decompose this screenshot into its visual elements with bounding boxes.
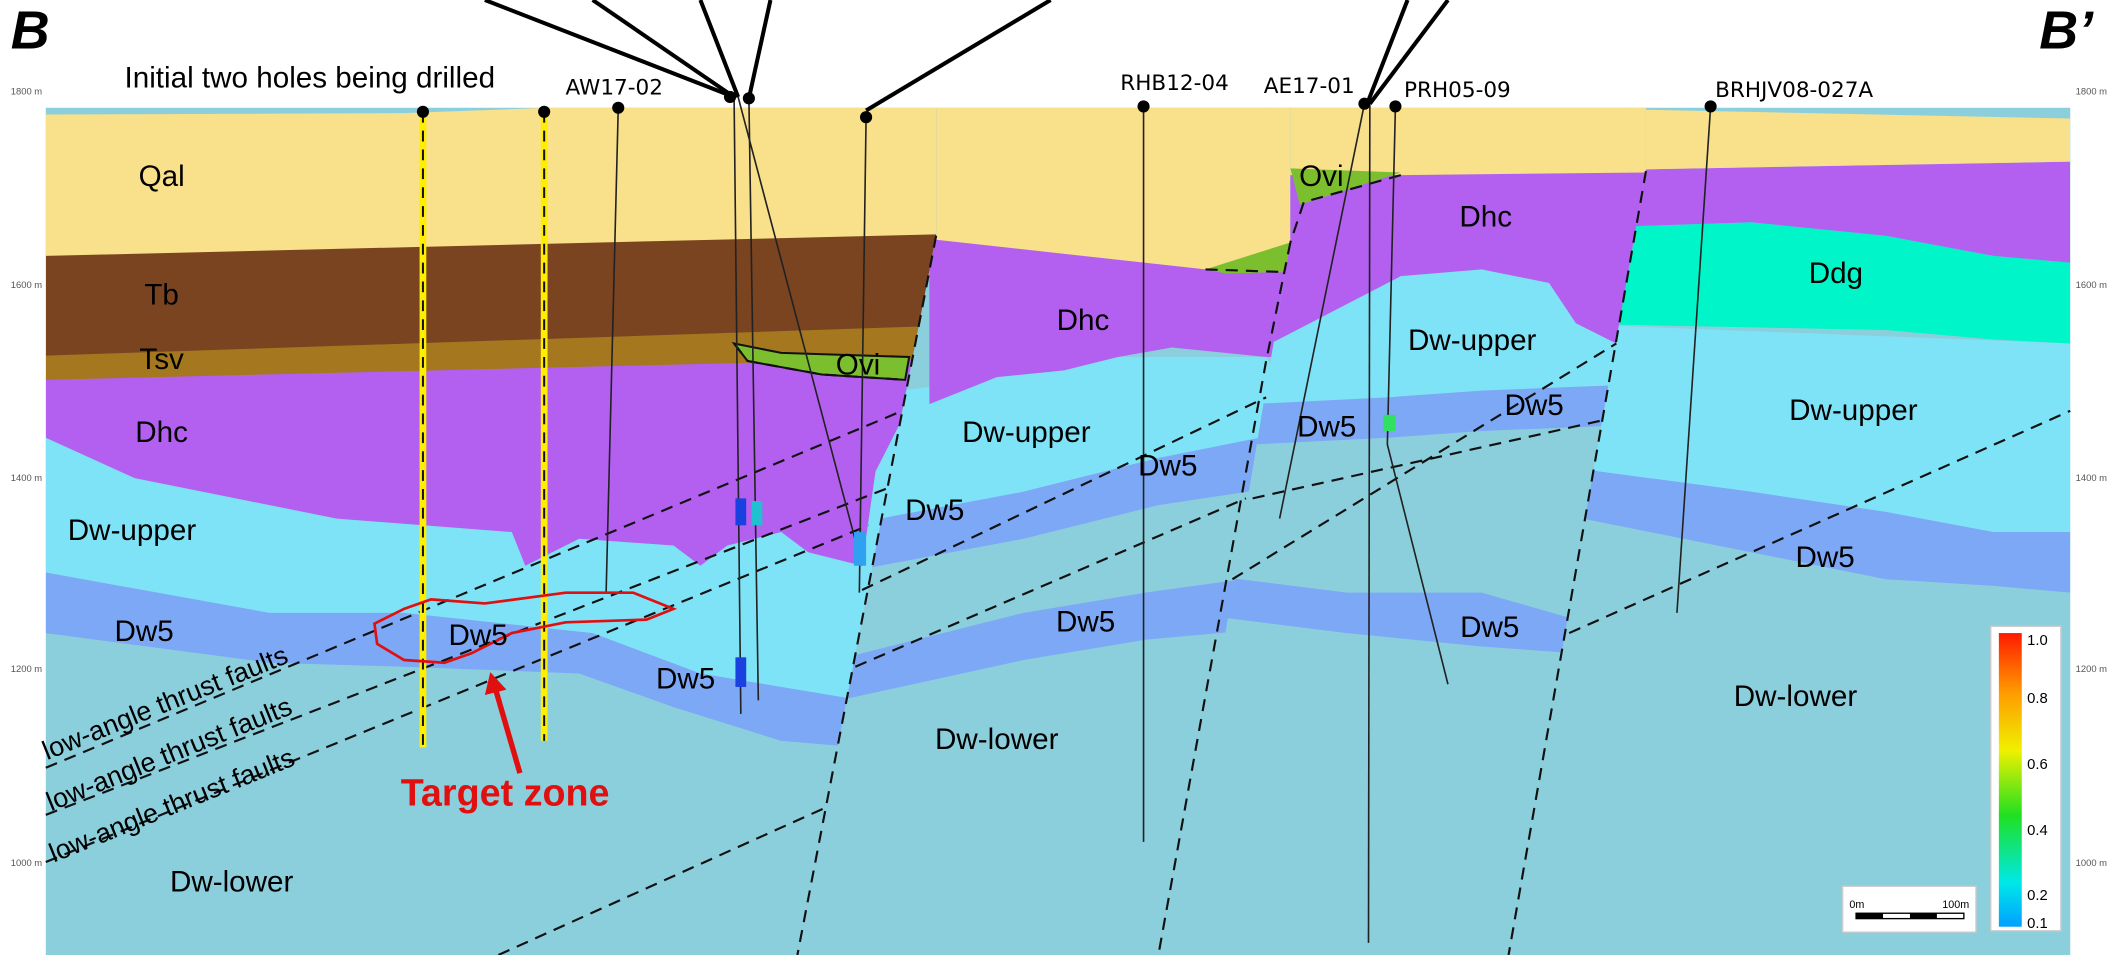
colorbar-label: 0.1 — [2027, 916, 2048, 932]
section-label: B’ — [2039, 0, 2094, 60]
unit-label: Ovi — [836, 348, 880, 381]
unit-label: Dw5 — [1460, 611, 1519, 644]
elevation-label: 1800 m — [11, 85, 43, 96]
unit-label: Tb — [144, 278, 179, 311]
unit-label: Dw-upper — [1408, 324, 1537, 357]
colorbar-label: 0.2 — [2027, 888, 2048, 904]
unit-label: Dw-upper — [68, 514, 197, 547]
unit-label: Qal — [139, 160, 185, 193]
annotation: Initial two holes being drilled — [125, 62, 496, 95]
hole-label: RHB12-04 — [1120, 71, 1229, 96]
colorbar-label: 0.4 — [2027, 823, 2048, 839]
unit-label: Dw-lower — [170, 866, 294, 899]
cross-section: B B’ Initial two holes being drilled Tar… — [0, 0, 2112, 955]
unit-label: Dhc — [1459, 200, 1512, 233]
unit-label: Dhc — [135, 416, 188, 449]
elevation-label: 1000 m — [2076, 857, 2108, 868]
unit-label: Dw5 — [905, 494, 964, 527]
hole-label: BRHJV08-027A — [1715, 78, 1873, 103]
elevation-label: 1600 m — [2076, 279, 2108, 290]
scale-label: 100m — [1942, 899, 1969, 911]
elevation-label: 1600 m — [11, 279, 43, 290]
colorbar-label: 0.6 — [2027, 757, 2048, 773]
unit-label: Dw5 — [1505, 389, 1564, 422]
elevation-label: 1200 m — [2076, 663, 2108, 674]
hole-label: AW17-02 — [565, 75, 662, 100]
scale-label: 0m — [1849, 899, 1864, 911]
colorbar — [1991, 626, 2061, 930]
hole-label: PRH05-09 — [1404, 78, 1511, 103]
unit-label: Dw-upper — [1789, 394, 1918, 427]
elevation-label: 1800 m — [2076, 85, 2108, 96]
unit-label: Ddg — [1809, 257, 1863, 290]
colorbar-label: 1.0 — [2027, 633, 2048, 649]
elevation-label: 1200 m — [11, 663, 43, 674]
unit-label: Dw5 — [656, 662, 715, 695]
unit-label: Ovi — [1299, 160, 1343, 193]
unit-label: Dw5 — [114, 615, 173, 648]
unit-label: Dw5 — [449, 619, 508, 652]
hole-label: AE17-01 — [1264, 74, 1355, 99]
unit-label: Dw5 — [1138, 449, 1197, 482]
unit-label: Dw5 — [1795, 541, 1854, 574]
unit-label: Dw5 — [1297, 410, 1356, 443]
elevation-label: 1400 m — [11, 472, 43, 483]
target-label: Target zone — [401, 771, 610, 813]
colorbar-label: 0.8 — [2027, 691, 2048, 707]
elevation-label: 1000 m — [11, 857, 43, 868]
unit-label: Dw-lower — [935, 723, 1059, 756]
section-label: B — [11, 0, 50, 60]
elevation-label: 1400 m — [2076, 472, 2108, 483]
unit-label: Dw5 — [1056, 606, 1115, 639]
unit-label: Dhc — [1057, 304, 1110, 337]
unit-label: Dw-upper — [962, 416, 1091, 449]
unit-label: Tsv — [139, 343, 184, 376]
unit-label: Dw-lower — [1734, 680, 1858, 713]
